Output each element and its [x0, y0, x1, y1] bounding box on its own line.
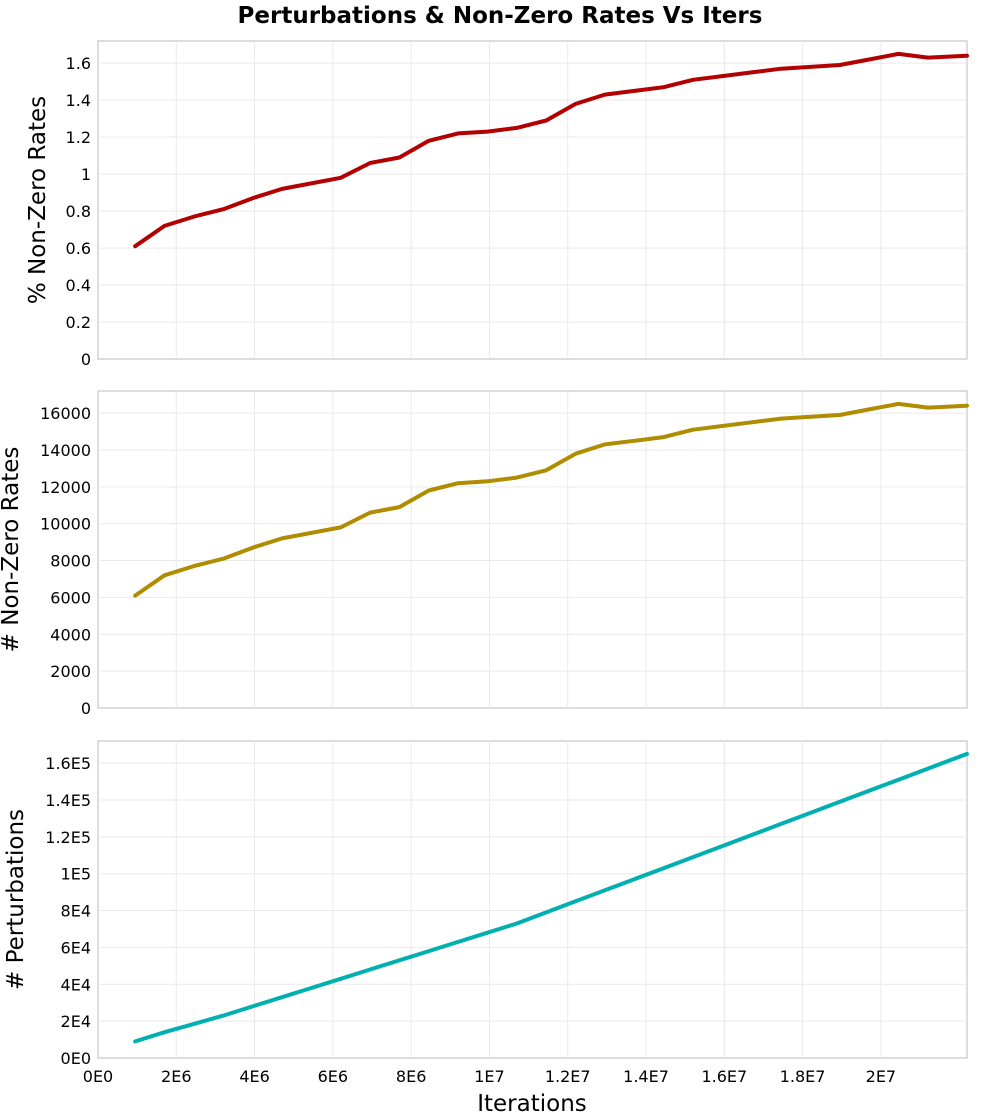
panel-percent-nonzero-rates: 0 0.2 0.4 0.6 0.8 1 1.2 1.4 1.6 % Non-Zero Rates	[25, 40, 969, 369]
x-tick-label: 1E7	[474, 1067, 504, 1086]
y-tick-label: 8E4	[61, 902, 91, 921]
x-tick-label: 6E6	[318, 1067, 348, 1086]
x-tick-label: 1.8E7	[780, 1067, 826, 1086]
y-tick-label: 1.6E5	[45, 754, 91, 773]
x-tick-label: 1.4E7	[623, 1067, 669, 1086]
y-tick-label: 6000	[50, 588, 91, 607]
y-tick-label: 4E4	[61, 975, 91, 994]
y-tick-label: 14000	[40, 441, 91, 460]
y-tick-label: 1.2	[66, 128, 91, 147]
panel-count-nonzero-rates: 0 2000 4000 6000 8000 10000 12000 14000 16000 # N…	[0, 390, 969, 718]
y-tick-label: 4000	[50, 625, 91, 644]
plot-area	[97, 740, 968, 1059]
x-tick-label: 2E6	[161, 1067, 191, 1086]
figure-title: Perturbations & Non-Zero Rates Vs Iters	[238, 3, 763, 29]
y-tick-label: 16000	[40, 404, 91, 423]
x-tick-label: 2E7	[866, 1067, 896, 1086]
series-line	[133, 401, 969, 598]
y-tick-label: 10000	[40, 515, 91, 534]
y-tick-label: 0.6	[66, 239, 91, 258]
y-tick-label: 1	[81, 165, 91, 184]
y-tick-label: 6E4	[61, 938, 91, 957]
plot-area	[97, 40, 968, 360]
y-tick-label: 1.4	[66, 91, 91, 110]
y-tick-label: 1E5	[61, 865, 91, 884]
y-tick-label: 2000	[50, 662, 91, 681]
y-tick-label: 1.2E5	[45, 828, 91, 847]
y-tick-label: 0E0	[61, 1049, 91, 1068]
x-tick-label: 8E6	[396, 1067, 426, 1086]
x-tick-label: 1.2E7	[545, 1067, 591, 1086]
y-tick-label: 2E4	[61, 1012, 91, 1031]
panel-perturbations: 0E0 2E4 4E4 6E4 8E4 1E5 1.2E5 1.4E5 1.6E5 0E0 2E6 4…	[3, 740, 969, 1086]
y-tick-label: 0	[81, 699, 91, 718]
x-tick-label: 0E0	[83, 1067, 113, 1086]
y-axis-label: # Perturbations	[3, 809, 29, 990]
x-tick-label: 1.6E7	[701, 1067, 747, 1086]
y-tick-label: 12000	[40, 478, 91, 497]
x-axis-label: Iterations	[477, 1091, 587, 1117]
plot-area	[97, 390, 968, 709]
x-tick-label: 4E6	[239, 1067, 269, 1086]
y-tick-label: 1.4E5	[45, 791, 91, 810]
y-tick-label: 1.6	[66, 54, 91, 73]
y-tick-label: 0.8	[66, 202, 91, 221]
y-axis-label: # Non-Zero Rates	[0, 447, 24, 653]
y-tick-label: 8000	[50, 552, 91, 571]
y-tick-label: 0	[81, 350, 91, 369]
y-tick-label: 0.4	[66, 276, 91, 295]
y-axis-label: % Non-Zero Rates	[25, 96, 51, 304]
y-tick-label: 0.2	[66, 313, 91, 332]
